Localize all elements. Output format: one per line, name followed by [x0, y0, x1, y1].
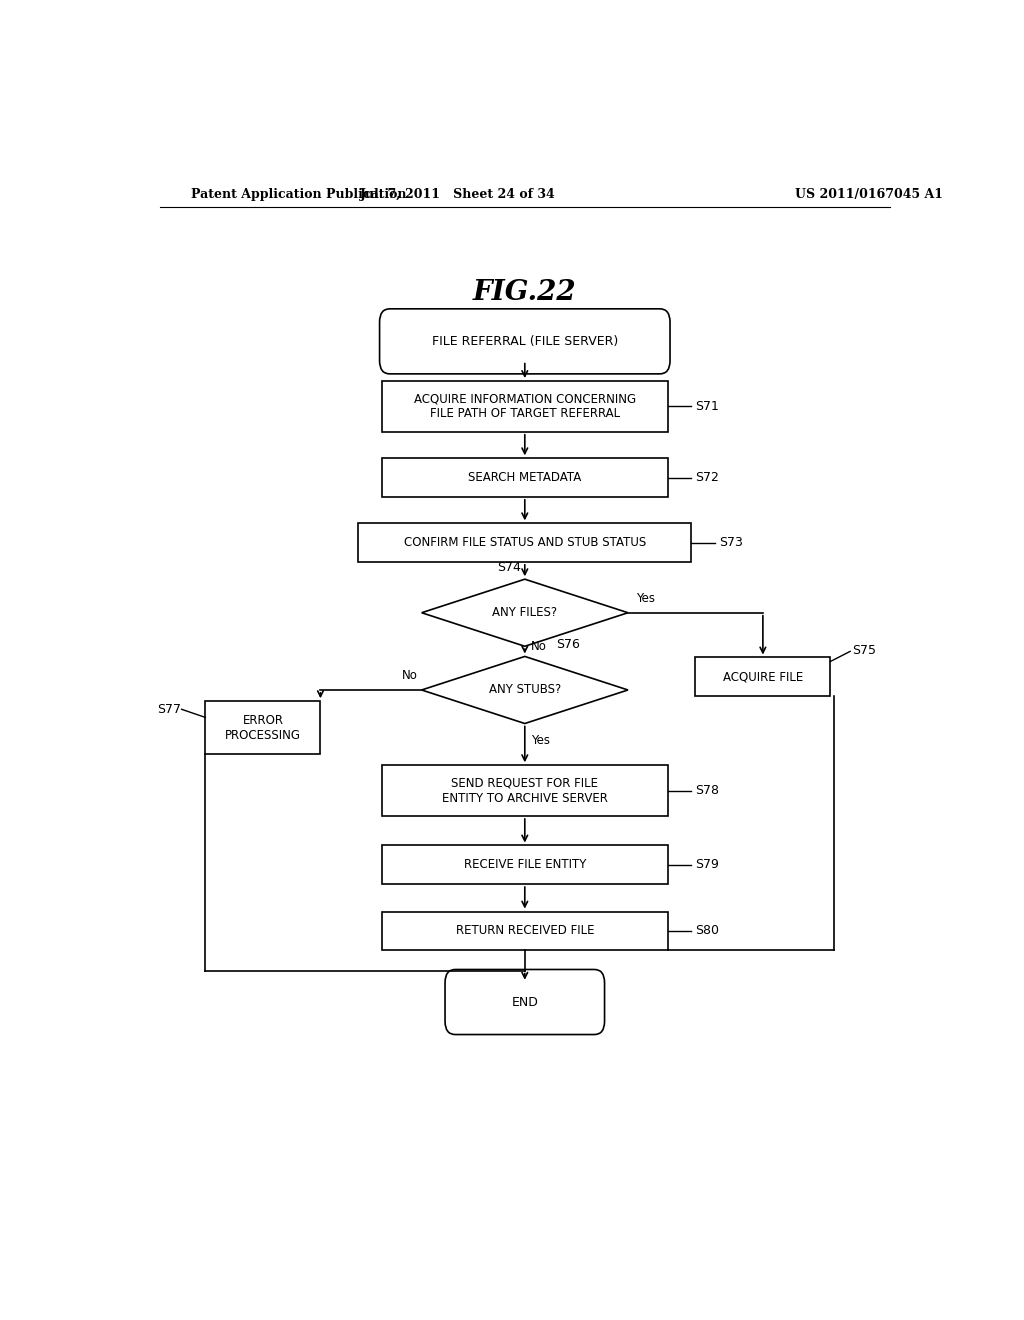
Text: ANY FILES?: ANY FILES?	[493, 606, 557, 619]
Bar	[206, 701, 321, 754]
Bar	[382, 381, 668, 432]
Bar	[382, 766, 668, 816]
Text: S75: S75	[853, 644, 877, 657]
Bar	[382, 846, 668, 884]
Text: RECEIVE FILE ENTITY: RECEIVE FILE ENTITY	[464, 858, 586, 871]
Text: Yes: Yes	[531, 734, 550, 747]
Text: S76: S76	[557, 639, 581, 651]
Text: ANY STUBS?: ANY STUBS?	[488, 684, 561, 697]
Text: SEARCH METADATA: SEARCH METADATA	[468, 471, 582, 484]
Text: END: END	[511, 995, 539, 1008]
Bar	[382, 912, 668, 950]
Text: ERROR
PROCESSING: ERROR PROCESSING	[225, 714, 301, 742]
Text: ACQUIRE INFORMATION CONCERNING
FILE PATH OF TARGET REFERRAL: ACQUIRE INFORMATION CONCERNING FILE PATH…	[414, 392, 636, 420]
Bar	[382, 458, 668, 496]
Text: SEND REQUEST FOR FILE
ENTITY TO ARCHIVE SERVER: SEND REQUEST FOR FILE ENTITY TO ARCHIVE …	[442, 776, 607, 805]
Text: Yes: Yes	[636, 591, 655, 605]
Text: ACQUIRE FILE: ACQUIRE FILE	[723, 671, 803, 684]
Text: FIG.22: FIG.22	[473, 279, 577, 306]
Text: S77: S77	[158, 702, 181, 715]
Text: No: No	[531, 640, 547, 653]
Text: Patent Application Publication: Patent Application Publication	[191, 189, 407, 202]
Text: RETURN RECEIVED FILE: RETURN RECEIVED FILE	[456, 924, 594, 937]
Text: No: No	[401, 669, 418, 682]
Text: S74: S74	[497, 561, 521, 574]
Text: CONFIRM FILE STATUS AND STUB STATUS: CONFIRM FILE STATUS AND STUB STATUS	[403, 536, 646, 549]
Text: US 2011/0167045 A1: US 2011/0167045 A1	[795, 189, 943, 202]
FancyBboxPatch shape	[380, 309, 670, 374]
Text: FILE REFERRAL (FILE SERVER): FILE REFERRAL (FILE SERVER)	[432, 335, 617, 348]
Text: S72: S72	[695, 471, 719, 484]
Polygon shape	[422, 656, 628, 723]
Polygon shape	[422, 579, 628, 647]
Text: S80: S80	[695, 924, 720, 937]
FancyBboxPatch shape	[445, 969, 604, 1035]
Bar	[695, 657, 830, 696]
Text: S71: S71	[695, 400, 719, 413]
Bar	[358, 523, 691, 562]
Text: S78: S78	[695, 784, 720, 797]
Text: Jul. 7, 2011   Sheet 24 of 34: Jul. 7, 2011 Sheet 24 of 34	[359, 189, 555, 202]
Text: S73: S73	[719, 536, 743, 549]
Text: S79: S79	[695, 858, 719, 871]
